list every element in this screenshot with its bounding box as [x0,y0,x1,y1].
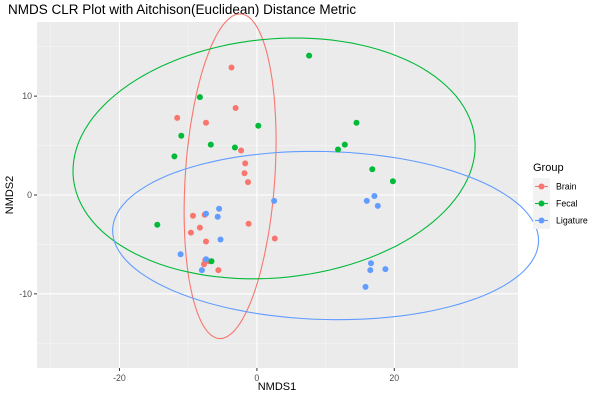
point-brain [241,170,248,177]
legend-label: Ligature [556,216,588,226]
point-brain [174,114,181,121]
point-ligature [198,267,205,274]
legend-key-point [538,200,545,207]
y-tick-label: 0 [27,190,32,200]
point-fecal [171,153,178,160]
point-ligature [203,210,209,217]
point-ligature [271,197,278,204]
x-axis-title: NMDS1 [258,381,297,393]
point-brain [201,261,207,268]
y-tick-label: 10 [22,91,32,101]
group-ellipses [72,13,540,340]
legend-key-point [538,217,545,224]
point-fecal [389,178,396,185]
point-brain [245,220,252,227]
point-brain [271,235,278,242]
point-fecal [255,122,262,129]
x-tick-label: 0 [254,373,259,383]
ellipse-ligature [112,150,540,321]
point-ligature [362,283,369,290]
point-ligature [374,202,381,209]
x-tick-label: -20 [113,373,126,383]
point-fecal [196,94,203,101]
point-fecal [207,141,214,148]
legend-items: Brain Fecal Ligature [533,178,588,229]
point-fecal [208,258,215,265]
point-brain [190,212,196,219]
point-fecal [353,119,360,126]
point-ligature [216,205,223,212]
point-ligature [363,197,370,204]
point-fecal [306,52,313,59]
legend: Group Brain Fecal Ligature [533,162,588,229]
y-tick-label: -10 [19,289,32,299]
point-ligature [203,256,209,263]
legend-item-fecal: Fecal [533,195,578,212]
point-brain [203,238,209,245]
point-fecal [178,132,185,139]
point-brain [245,179,251,186]
point-ligature [371,193,378,199]
legend-title: Group [533,162,564,174]
legend-item-brain: Brain [533,178,577,195]
point-brain [196,224,203,231]
point-fecal [154,221,161,228]
point-ligature [382,266,389,273]
x-tick-label: 20 [389,373,399,383]
point-brain [238,147,245,154]
grid-lines [37,22,518,368]
point-fecal [369,166,376,173]
point-fecal [231,144,238,151]
legend-key-point [538,183,545,190]
point-ligature [367,267,374,274]
point-brain [242,160,249,167]
legend-item-ligature: Ligature [533,212,588,229]
point-brain [228,64,235,71]
point-brain [232,105,239,111]
legend-label: Brain [556,182,577,192]
point-brain [215,267,222,274]
point-brain [187,229,194,236]
data-points [154,52,396,290]
axis-ticks: -20 0 20 -10 0 10 [19,91,399,383]
point-ligature [368,260,374,267]
ellipse-fecal [72,37,476,280]
chart-title: NMDS CLR Plot with Aitchison(Euclidean) … [8,2,356,17]
point-brain [203,119,209,126]
point-fecal [335,146,341,153]
point-ligature [214,213,221,220]
y-axis-title: NMDS2 [4,176,16,215]
point-ligature [217,236,224,243]
point-ligature [177,251,184,258]
point-fecal [341,141,348,148]
legend-label: Fecal [556,199,578,209]
